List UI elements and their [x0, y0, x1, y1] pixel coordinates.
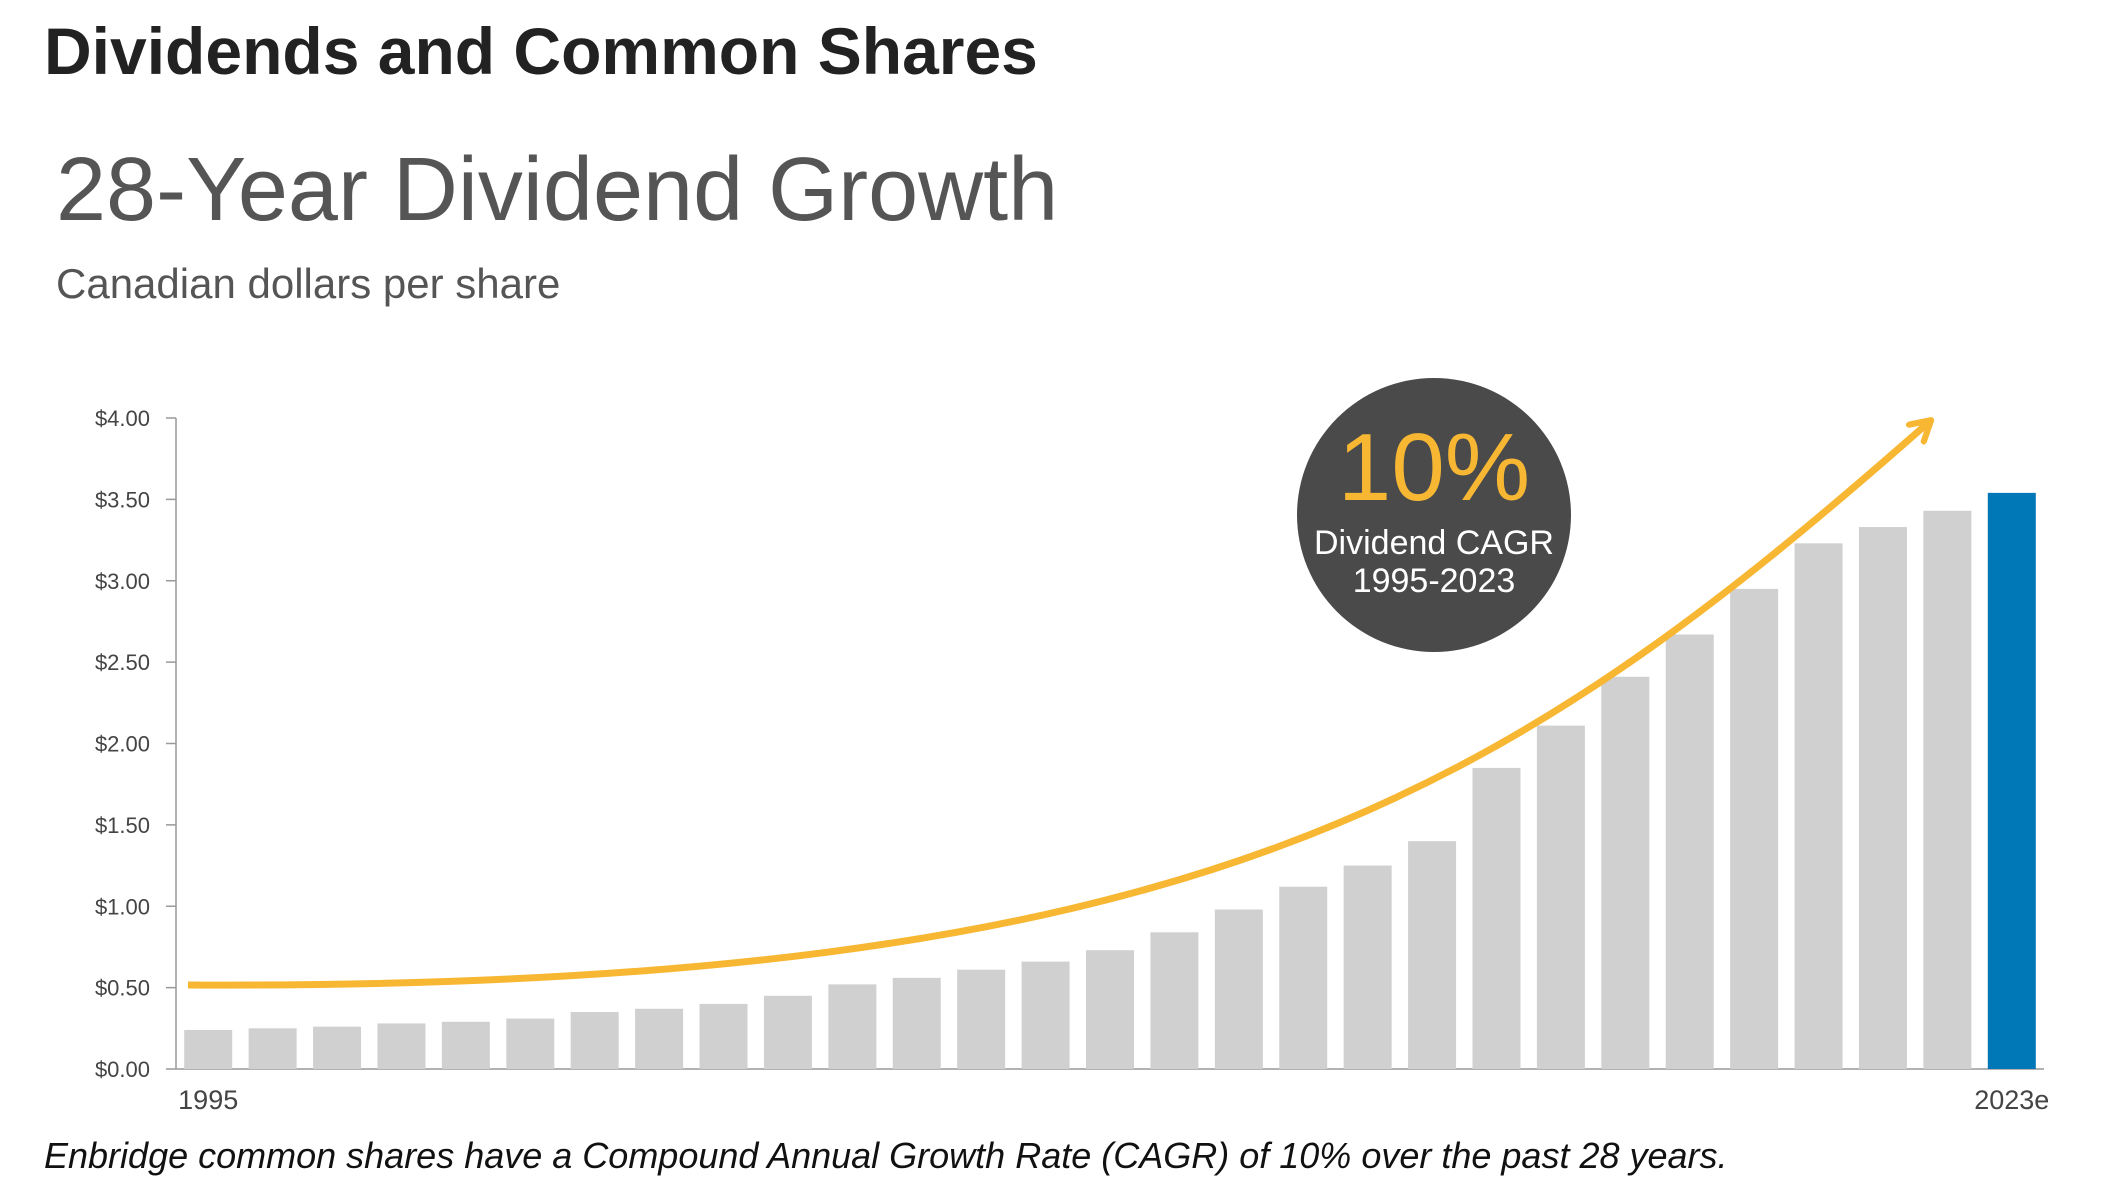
bar: [1086, 950, 1134, 1069]
y-tick-label: $2.50: [95, 650, 150, 675]
bar: [248, 1028, 297, 1069]
y-tick-label: $2.00: [95, 732, 150, 757]
bar: [1021, 961, 1070, 1069]
bar: [1214, 909, 1263, 1069]
y-tick-label: $3.00: [95, 569, 150, 594]
bar: [1472, 767, 1521, 1069]
bar: [763, 995, 812, 1069]
bar: [570, 1012, 619, 1069]
bar: [1601, 676, 1650, 1069]
bar: [313, 1026, 362, 1069]
y-tick-label: $1.50: [95, 813, 150, 838]
x-tick-label: 1995: [178, 1085, 238, 1115]
bar: [1343, 865, 1392, 1069]
bar: [1536, 725, 1585, 1069]
x-tick-label: 2023e: [1974, 1085, 2049, 1115]
bar: [1279, 886, 1328, 1069]
bar: [441, 1021, 490, 1069]
bar: [1730, 588, 1779, 1069]
bar: [1794, 543, 1843, 1069]
caption: Enbridge common shares have a Compound A…: [44, 1135, 1728, 1176]
bar: [1858, 527, 1907, 1069]
bar: [1987, 492, 2036, 1069]
bar: [1408, 841, 1457, 1069]
y-tick-label: $3.50: [95, 487, 150, 512]
callout-value: 10%: [1338, 414, 1530, 521]
y-tick-label: $1.00: [95, 894, 150, 919]
bar: [892, 977, 941, 1069]
growth-arrow: [187, 422, 1929, 989]
chart-subtitle: Canadian dollars per share: [56, 260, 560, 307]
bar: [699, 1003, 748, 1069]
y-tick-label: $4.00: [95, 406, 150, 431]
bar: [506, 1018, 555, 1069]
bar: [184, 1029, 233, 1069]
page-heading: Dividends and Common Shares: [44, 14, 1038, 88]
bar: [828, 984, 877, 1069]
callout-line: Dividend CAGR: [1314, 524, 1554, 562]
bar: [1150, 932, 1199, 1069]
bar: [1923, 510, 1972, 1070]
bar: [635, 1008, 684, 1069]
y-tick-label: $0.00: [95, 1057, 150, 1082]
bar: [377, 1023, 426, 1069]
bar: [1665, 634, 1714, 1069]
y-tick-label: $0.50: [95, 976, 150, 1001]
callout-line: 1995-2023: [1353, 562, 1516, 600]
bar: [957, 969, 1006, 1069]
chart-title: 28-Year Dividend Growth: [56, 140, 1058, 240]
plot-area: $0.00 $0.50 $1.00 $1.50 $2.00 $2.50 $3.00 $3.50…: [95, 406, 2049, 1115]
callout-circle: [1297, 378, 1571, 652]
